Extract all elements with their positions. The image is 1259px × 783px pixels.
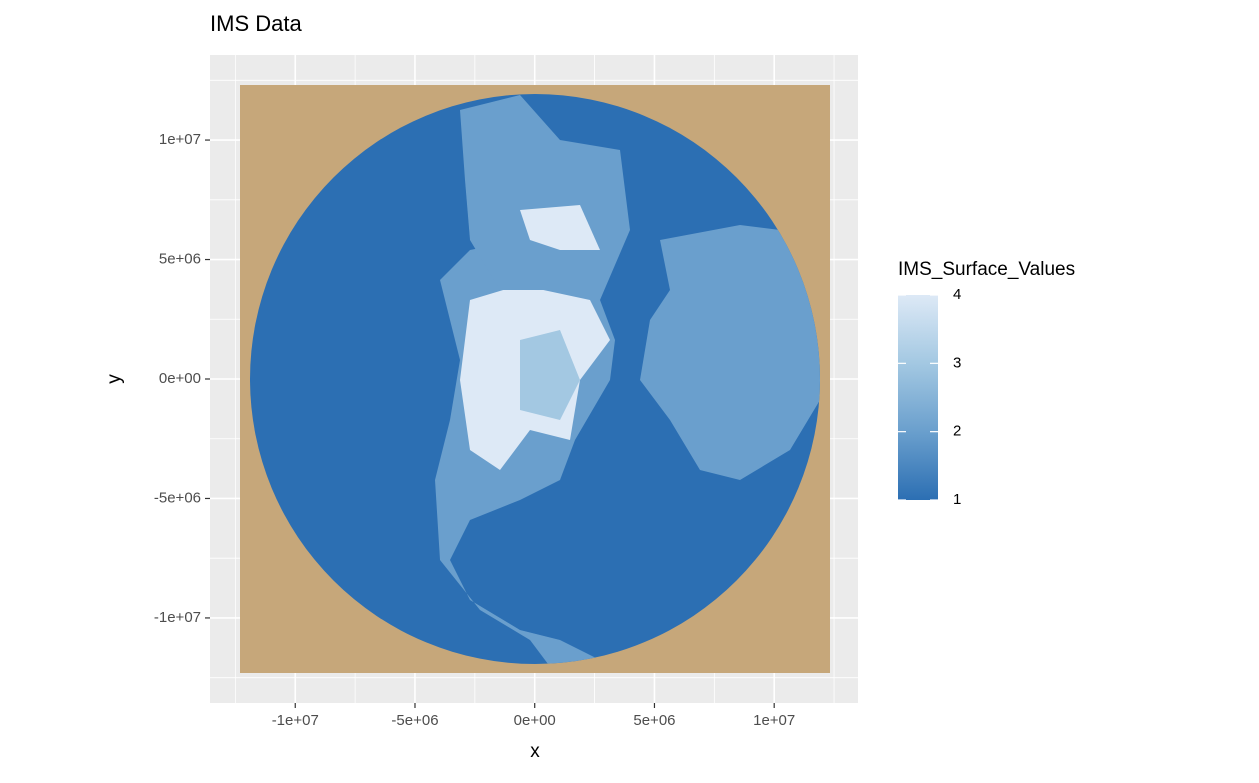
legend-title: IMS_Surface_Values [898, 259, 1075, 280]
y-tick-label: 1e+07 [159, 131, 201, 148]
y-axis-title: y [104, 374, 125, 384]
x-tick-label: -1e+07 [272, 712, 319, 729]
y-tick-label: -1e+07 [154, 609, 201, 626]
mountain-snow [520, 205, 600, 250]
legend-tick-label: 4 [953, 286, 961, 303]
x-axis-title: x [530, 741, 540, 762]
y-tick-label: -5e+06 [154, 489, 201, 506]
y-tick-label: 0e+00 [159, 370, 201, 387]
x-tick-label: -5e+06 [391, 712, 438, 729]
land [435, 95, 820, 664]
x-tick-label: 1e+07 [753, 712, 795, 729]
greenland [520, 330, 580, 420]
africa-europe [640, 225, 820, 480]
legend-tick-label: 3 [953, 354, 961, 371]
chart-title: IMS Data [210, 11, 302, 36]
colorbar [898, 295, 938, 500]
legend-tick-label: 1 [953, 491, 961, 508]
x-tick-label: 0e+00 [514, 712, 556, 729]
x-tick-label: 5e+06 [633, 712, 675, 729]
legend-tick-label: 2 [953, 423, 961, 440]
y-tick-label: 5e+06 [159, 250, 201, 267]
